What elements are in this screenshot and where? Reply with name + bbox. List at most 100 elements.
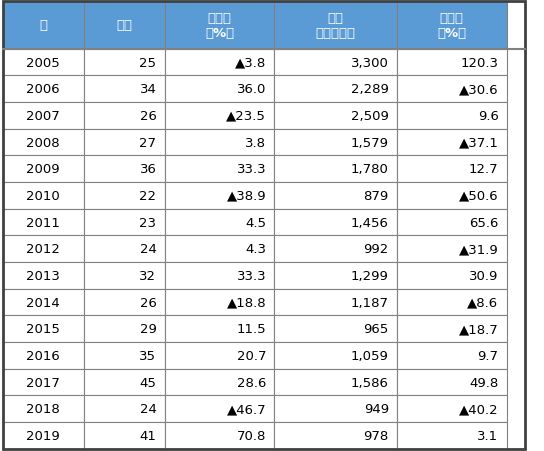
Text: 24: 24 [140,402,157,415]
Text: 3.1: 3.1 [478,429,498,442]
Text: 12.7: 12.7 [469,163,498,176]
Text: ▲18.7: ▲18.7 [459,322,498,336]
Text: ▲50.6: ▲50.6 [459,189,498,202]
Bar [165,209,274,236]
Bar [165,289,274,316]
Text: 2007: 2007 [26,110,60,123]
Bar [3,342,84,369]
Text: 2017: 2017 [26,376,60,389]
Text: 2013: 2013 [26,269,60,282]
Bar [397,396,506,422]
Bar [165,396,274,422]
Text: 26: 26 [140,296,157,309]
Bar [3,262,84,289]
Bar [165,76,274,103]
Text: ▲30.6: ▲30.6 [459,83,498,96]
Bar [397,183,506,209]
Bar [397,342,506,369]
Bar [274,262,397,289]
Text: 1,456: 1,456 [351,216,389,229]
Text: 年: 年 [39,19,47,32]
Bar [3,156,84,183]
Bar [397,209,506,236]
Text: 1,586: 1,586 [351,376,389,389]
Bar [397,156,506,183]
Bar [274,422,397,449]
Text: 32: 32 [139,269,157,282]
Bar [397,369,506,396]
Bar [84,236,165,262]
Bar [165,422,274,449]
Bar [3,236,84,262]
Text: ▲18.8: ▲18.8 [226,296,266,309]
Text: 件数: 件数 [116,19,132,32]
Bar [3,422,84,449]
Text: 120.3: 120.3 [461,56,498,69]
Bar [165,156,274,183]
Bar [3,396,84,422]
Bar [397,129,506,156]
Bar [84,289,165,316]
Text: 2008: 2008 [26,136,60,149]
Bar [84,156,165,183]
Bar [165,236,274,262]
Bar [274,289,397,316]
Bar [397,422,506,449]
Text: 65.6: 65.6 [469,216,498,229]
Text: 992: 992 [363,243,389,256]
Text: 2010: 2010 [26,189,60,202]
Text: 22: 22 [139,189,157,202]
Bar [84,316,165,342]
Text: 4.3: 4.3 [245,243,266,256]
Bar [3,129,84,156]
Text: 2006: 2006 [26,83,60,96]
Bar [397,76,506,103]
Bar [84,183,165,209]
Text: 3.8: 3.8 [245,136,266,149]
Bar [84,262,165,289]
Text: 2,509: 2,509 [351,110,389,123]
Bar [84,50,165,76]
Text: 2012: 2012 [26,243,60,256]
Text: ▲3.8: ▲3.8 [235,56,266,69]
Bar [274,156,397,183]
Text: ▲38.9: ▲38.9 [226,189,266,202]
Bar [84,209,165,236]
Bar [165,103,274,129]
Bar [397,236,506,262]
Text: 36.0: 36.0 [237,83,266,96]
Bar [274,103,397,129]
Text: 2015: 2015 [26,322,60,336]
Text: 9.7: 9.7 [478,349,498,362]
Text: 9.6: 9.6 [478,110,498,123]
Bar [397,262,506,289]
Text: 前年比
（%）: 前年比 （%） [437,12,466,40]
Text: 2019: 2019 [26,429,60,442]
Bar [274,369,397,396]
Text: ▲8.6: ▲8.6 [467,296,498,309]
Text: ▲40.2: ▲40.2 [459,402,498,415]
Bar [165,369,274,396]
Text: 前年比
（%）: 前年比 （%） [205,12,234,40]
Text: 49.8: 49.8 [469,376,498,389]
Text: 28.6: 28.6 [237,376,266,389]
Text: ▲46.7: ▲46.7 [226,402,266,415]
Text: 36: 36 [140,163,157,176]
Text: 24: 24 [140,243,157,256]
Bar [165,262,274,289]
Text: 1,579: 1,579 [351,136,389,149]
Bar [84,76,165,103]
Text: 965: 965 [363,322,389,336]
Text: 1,059: 1,059 [351,349,389,362]
Bar [84,2,165,50]
Text: 11.5: 11.5 [237,322,266,336]
Bar [3,289,84,316]
Text: 879: 879 [363,189,389,202]
Text: 2,289: 2,289 [351,83,389,96]
Text: 20.7: 20.7 [237,349,266,362]
Text: 2011: 2011 [26,216,60,229]
Text: 23: 23 [139,216,157,229]
Bar [274,50,397,76]
Text: 33.3: 33.3 [237,163,266,176]
Text: 41: 41 [140,429,157,442]
